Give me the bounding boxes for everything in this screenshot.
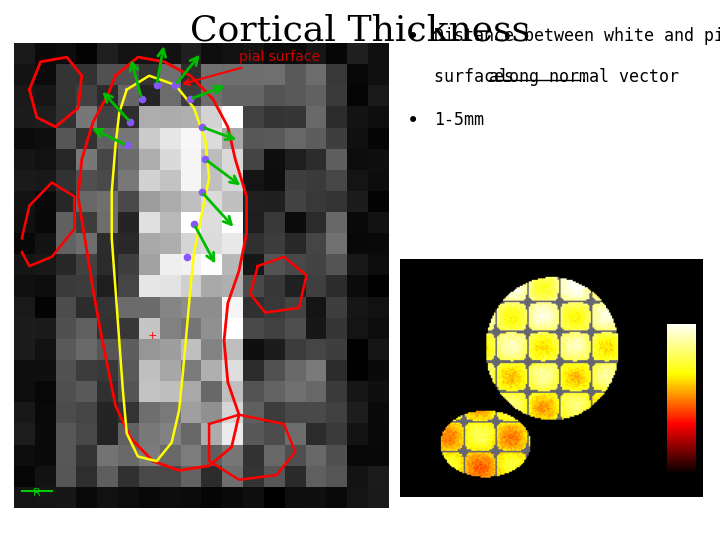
Text: R: R bbox=[33, 488, 41, 498]
Text: Distance between white and pial: Distance between white and pial bbox=[434, 27, 720, 45]
Text: Cortical Thickness: Cortical Thickness bbox=[190, 14, 530, 48]
Text: .: . bbox=[579, 68, 589, 85]
Text: 5.000: 5.000 bbox=[702, 307, 720, 316]
Text: surfaces: surfaces bbox=[434, 68, 524, 85]
Text: +: + bbox=[148, 331, 158, 341]
Text: pial surface: pial surface bbox=[184, 50, 320, 85]
Text: 1.500: 1.500 bbox=[702, 483, 720, 492]
Text: along normal vector: along normal vector bbox=[489, 68, 679, 85]
Text: 1-5mm: 1-5mm bbox=[434, 111, 484, 129]
Text: •: • bbox=[407, 111, 419, 131]
Text: •: • bbox=[407, 27, 419, 47]
